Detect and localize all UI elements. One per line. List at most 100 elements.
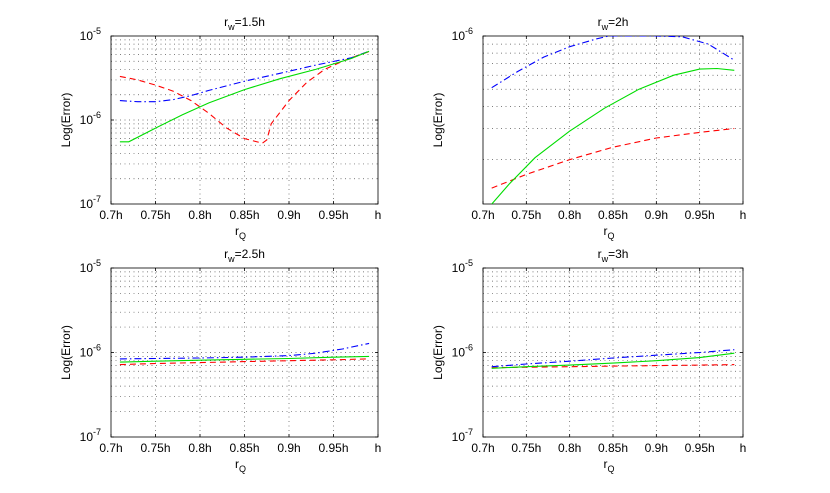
- panel-title-subscript: w: [601, 254, 609, 264]
- series-group: [491, 36, 735, 204]
- x-axis-label: rQ: [603, 457, 614, 474]
- panel-title-rest: =3h: [608, 247, 628, 261]
- series-line-green-solid: [491, 352, 735, 369]
- x-tick-label: 0.9h: [277, 208, 300, 222]
- x-tick-label: 0.85h: [229, 208, 259, 222]
- x-tick-label: 0.9h: [277, 441, 300, 455]
- x-tick-label: 0.8h: [558, 441, 581, 455]
- chart-panel-4: 0.7h 0.75h 0.8h 0.85h 0.9h 0.95h h10-710-610-5…: [431, 247, 746, 474]
- y-axis-label: Log(Error): [431, 93, 445, 148]
- y-tick-label-exponent: -6: [93, 343, 101, 353]
- x-tick-label: 0.85h: [229, 441, 259, 455]
- panel-title-subscript: w: [227, 22, 235, 32]
- y-tick-label: 10: [80, 113, 94, 127]
- y-tick-label: 10: [452, 346, 466, 360]
- x-axis-label: rQ: [235, 224, 246, 241]
- x-tick-label: 0.75h: [140, 208, 170, 222]
- panel-title-main: r: [598, 15, 602, 29]
- x-tick-label: 0.8h: [188, 441, 211, 455]
- x-tick-label: 0.8h: [188, 208, 211, 222]
- x-tick-label: 0.75h: [511, 441, 541, 455]
- panel-title: rw=3h: [598, 247, 629, 264]
- y-tick-label-exponent: -5: [93, 258, 101, 268]
- panel-title-main: r: [224, 15, 228, 29]
- x-axis-label: rQ: [235, 457, 246, 474]
- series-group: [491, 349, 735, 369]
- panel-title-rest: =2h: [608, 15, 628, 29]
- y-axis-label: Log(Error): [59, 93, 73, 148]
- series-line-green-solid: [119, 355, 370, 363]
- x-axis-label-subscript: Q: [239, 464, 246, 474]
- y-axis-label: Log(Error): [59, 325, 73, 380]
- x-tick-label: 0.7h: [471, 441, 494, 455]
- series-group: [119, 50, 370, 144]
- y-tick-label-exponent: -6: [93, 110, 101, 120]
- y-tick-label-exponent: -7: [465, 427, 473, 437]
- series-line-green-solid: [491, 67, 735, 204]
- x-axis-label: rQ: [603, 224, 614, 241]
- x-tick-label: h: [740, 441, 747, 455]
- y-tick-label-exponent: -6: [465, 343, 473, 353]
- x-tick-label: 0.85h: [598, 208, 628, 222]
- panel-title-subscript: w: [227, 254, 235, 264]
- y-tick-label-exponent: -5: [93, 26, 101, 36]
- y-tick-label: 10: [80, 430, 94, 444]
- x-axis-label-main: r: [235, 457, 239, 471]
- chart-panel-1: 0.7h 0.75h 0.8h 0.85h 0.9h 0.95h h10-710-610-5…: [59, 15, 381, 241]
- x-axis-label-main: r: [235, 224, 239, 238]
- series-line-red-dashed: [119, 358, 370, 366]
- x-tick-label: 0.95h: [685, 208, 715, 222]
- panel-title-rest: =2.5h: [235, 247, 265, 261]
- x-tick-label: h: [740, 208, 747, 222]
- series-line-blue-dashdot: [491, 36, 735, 89]
- y-tick-label-exponent: -5: [465, 258, 473, 268]
- panel-title-main: r: [598, 247, 602, 261]
- y-tick-label-exponent: -7: [93, 194, 101, 204]
- y-axis-label: Log(Error): [431, 325, 445, 380]
- x-axis-label-subscript: Q: [607, 231, 614, 241]
- y-tick-label: 10: [80, 197, 94, 211]
- y-tick-label: 10: [452, 430, 466, 444]
- x-axis-label-subscript: Q: [607, 464, 614, 474]
- panel-title-rest: =1.5h: [235, 15, 265, 29]
- x-tick-label: 0.95h: [318, 441, 348, 455]
- y-tick-label-exponent: -7: [93, 427, 101, 437]
- x-tick-label: 0.75h: [511, 208, 541, 222]
- y-tick-label: 10: [80, 261, 94, 275]
- series-line-blue-dashdot: [491, 349, 735, 368]
- x-tick-label: h: [375, 441, 382, 455]
- x-tick-label: 0.7h: [99, 208, 122, 222]
- x-tick-label: 0.85h: [598, 441, 628, 455]
- x-tick-label: 0.95h: [318, 208, 348, 222]
- x-tick-label: 0.8h: [558, 208, 581, 222]
- chart-panel-3: 0.7h 0.75h 0.8h 0.85h 0.9h 0.95h h10-710-610-5…: [59, 247, 381, 474]
- x-tick-label: 0.9h: [645, 441, 668, 455]
- x-axis-label-main: r: [603, 224, 607, 238]
- x-tick-label: 0.95h: [685, 441, 715, 455]
- y-tick-label: 10: [80, 346, 94, 360]
- series-group: [119, 342, 370, 366]
- panel-title: rw=2.5h: [224, 247, 265, 264]
- y-tick-label-exponent: -6: [465, 26, 473, 36]
- x-tick-label: 0.9h: [645, 208, 668, 222]
- panel-title: rw=2h: [598, 15, 629, 32]
- series-line-blue-dashdot: [119, 342, 370, 360]
- x-axis-label-main: r: [603, 457, 607, 471]
- panel-title-main: r: [224, 247, 228, 261]
- x-tick-label: 0.75h: [140, 441, 170, 455]
- chart-panel-2: 0.7h 0.75h 0.8h 0.85h 0.9h 0.95h h10 -6rw=2hrQL…: [431, 15, 746, 241]
- x-tick-label: h: [375, 208, 382, 222]
- x-tick-label: 0.7h: [99, 441, 122, 455]
- y-tick-label: 10: [452, 261, 466, 275]
- x-axis-label-subscript: Q: [239, 231, 246, 241]
- y-tick-label: 10: [452, 29, 466, 43]
- y-tick-label: 10: [80, 29, 94, 43]
- series-line-green-solid: [119, 50, 370, 143]
- series-line-blue-dashdot: [119, 50, 370, 103]
- series-line-red-dashed: [119, 51, 370, 144]
- panel-title-subscript: w: [601, 22, 609, 32]
- panel-title: rw=1.5h: [224, 15, 265, 32]
- x-tick-label: 0.7h: [471, 208, 494, 222]
